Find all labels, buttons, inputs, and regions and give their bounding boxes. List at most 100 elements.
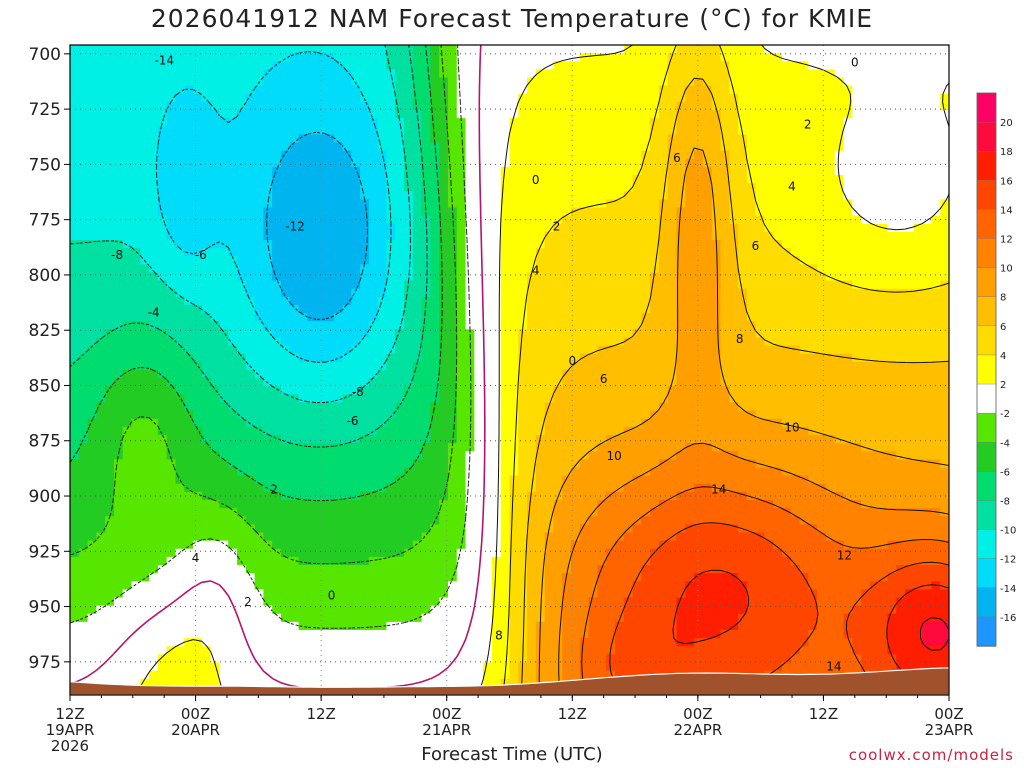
field-cell (456, 93, 467, 103)
field-cell (781, 394, 792, 404)
field-cell (96, 69, 106, 79)
field-cell (738, 215, 748, 225)
field-cell (623, 215, 634, 225)
field-cell (825, 175, 836, 184)
field-cell (852, 191, 862, 200)
field-cell (87, 280, 97, 290)
field-cell (175, 418, 185, 428)
field-cell (421, 240, 431, 249)
field-cell (790, 345, 801, 355)
field-cell (913, 313, 924, 322)
field-cell (316, 361, 326, 371)
field-cell (193, 215, 203, 225)
field-cell (641, 240, 651, 249)
field-cell (316, 183, 326, 192)
field-cell (395, 207, 405, 217)
field-cell (333, 280, 344, 290)
field-cell (746, 313, 757, 322)
field-cell (105, 386, 115, 395)
field-cell (694, 61, 704, 70)
field-cell (720, 345, 730, 355)
field-cell (667, 337, 678, 347)
field-cell (588, 77, 598, 87)
field-cell (131, 223, 141, 233)
field-cell (421, 345, 431, 355)
field-cell (869, 345, 880, 355)
field-cell (157, 264, 168, 274)
field-cell (544, 345, 555, 355)
field-cell (307, 313, 317, 322)
field-cell (456, 53, 467, 62)
field-cell (87, 353, 97, 363)
field-cell (808, 207, 818, 217)
field-cell (465, 256, 475, 265)
field-cell (122, 402, 133, 412)
field-cell (588, 329, 598, 339)
field-cell (377, 280, 388, 290)
field-cell (245, 69, 256, 79)
field-cell (324, 45, 335, 54)
field-cell (70, 288, 80, 298)
field-cell (738, 435, 748, 444)
field-cell (535, 435, 546, 444)
field-cell (773, 215, 783, 225)
field-cell (790, 321, 801, 330)
field-cell (210, 134, 221, 144)
field-cell (96, 443, 106, 452)
field-cell (377, 215, 388, 225)
field-cell (465, 45, 475, 54)
field-cell (702, 93, 713, 103)
field-cell (157, 77, 168, 87)
field-cell (307, 240, 317, 249)
field-cell (342, 150, 352, 160)
field-cell (193, 435, 203, 444)
field-cell (105, 313, 115, 322)
field-cell (676, 207, 686, 217)
field-cell (694, 158, 704, 168)
field-cell (263, 256, 273, 265)
field-cell (940, 394, 949, 404)
field-cell (70, 126, 80, 135)
field-cell (922, 142, 933, 152)
field-cell (412, 402, 423, 412)
field-cell (113, 418, 124, 428)
field-cell (368, 150, 379, 160)
field-cell (825, 418, 836, 428)
field-cell (219, 313, 229, 322)
field-cell (342, 166, 352, 176)
field-cell (430, 443, 440, 452)
field-cell (324, 256, 335, 265)
field-cell (755, 45, 766, 54)
field-cell (702, 264, 713, 274)
field-cell (799, 118, 809, 127)
field-cell (377, 191, 388, 200)
field-cell (360, 150, 370, 160)
field-cell (474, 410, 484, 420)
field-cell (825, 321, 836, 330)
field-cell (527, 280, 537, 290)
field-cell (272, 215, 282, 225)
field-cell (201, 370, 212, 379)
field-cell (465, 134, 475, 144)
field-cell (157, 288, 168, 298)
field-cell (395, 101, 405, 111)
field-cell (113, 288, 124, 298)
field-cell (395, 296, 405, 306)
field-cell (641, 361, 651, 371)
field-cell (342, 191, 352, 200)
field-cell (825, 77, 836, 87)
field-cell (905, 101, 915, 111)
field-cell (799, 101, 809, 111)
field-cell (887, 353, 897, 363)
field-cell (201, 394, 212, 404)
field-cell (307, 191, 317, 200)
field-cell (105, 402, 115, 412)
field-cell (861, 435, 871, 444)
field-cell (746, 85, 757, 95)
field-cell (280, 426, 291, 436)
field-cell (720, 426, 730, 436)
field-cell (676, 353, 686, 363)
field-cell (368, 386, 379, 395)
field-cell (395, 150, 405, 160)
field-cell (614, 426, 625, 436)
